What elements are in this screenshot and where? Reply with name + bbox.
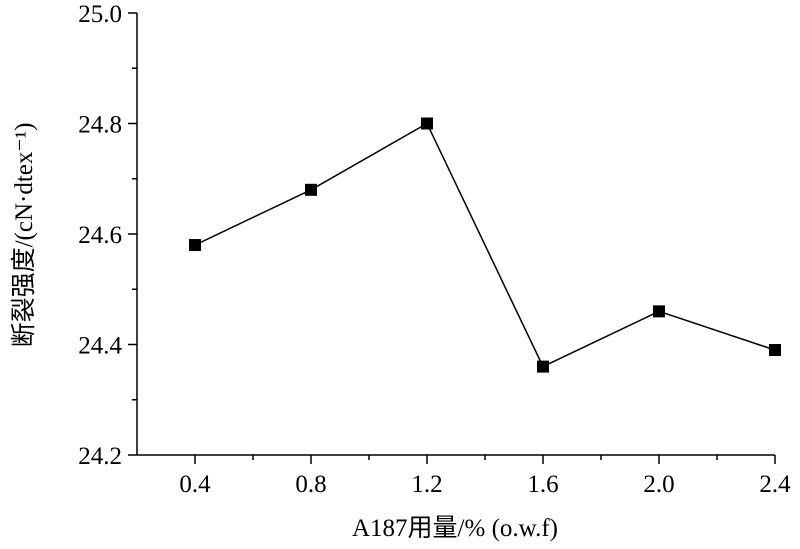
y-tick-label: 24.4 — [78, 333, 122, 360]
y-tick-label: 25.0 — [78, 1, 122, 28]
x-tick-label: 2.0 — [643, 471, 674, 498]
series — [189, 117, 781, 373]
x-tick-label: 0.8 — [295, 471, 326, 498]
data-point — [305, 183, 317, 196]
series-line — [194, 122, 776, 368]
x-tick-label: 2.4 — [759, 471, 791, 498]
data-point — [189, 239, 201, 252]
y-tick-label: 24.2 — [78, 443, 122, 470]
x-tick-label: 0.4 — [179, 471, 211, 498]
x-tick-label: 1.6 — [527, 471, 558, 498]
y-tick-label: 24.8 — [78, 112, 122, 139]
ticks: 24.2 24.4 24.6 24.8 25.0 0.4 0.8 1.2 1.6 2.0 2.4 — [78, 1, 791, 498]
x-tick-label: 1.2 — [411, 471, 442, 498]
data-point — [537, 360, 549, 373]
data-point — [769, 344, 781, 357]
data-point — [653, 305, 665, 318]
y-axis-title: 断裂强度/(cN·dtex⁻¹) — [10, 123, 38, 348]
x-axis-title: A187用量/% (o.w.f) — [352, 515, 558, 542]
axes — [136, 13, 775, 456]
data-point — [421, 117, 433, 130]
y-tick-label: 24.6 — [78, 222, 122, 249]
